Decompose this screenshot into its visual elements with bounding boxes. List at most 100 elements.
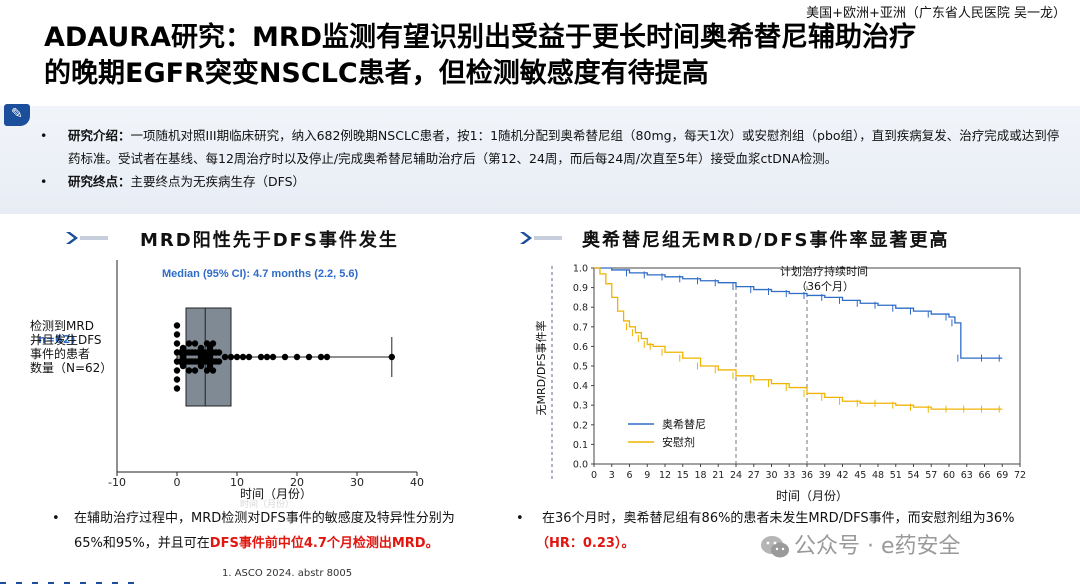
x-tick-label: 30 [765,470,777,481]
x-tick-label: 10 [230,476,244,489]
right-footnote-line2: （HR：0.23）。 [536,536,635,551]
swarm-point [173,376,181,383]
x-tick-label: 40 [410,476,424,489]
swarm-point [173,367,181,374]
ylabel-line-4: 数量（N=62） [30,360,112,375]
swarm-point [179,353,187,361]
swarm-point [206,353,214,361]
brand-logo-icon: ✎ [4,104,30,126]
x-axis-label-ghost: 时间（月份） [240,498,294,510]
y-tick-label: 0.1 [573,440,588,451]
swarm-point [257,353,265,361]
x-tick-label: -10 [108,476,126,489]
swarm-point [293,353,301,361]
left-section-title: MRD阳性先于DFS事件发生 [140,230,399,251]
intro-band [0,106,1080,214]
y-tick-label: 0.6 [573,342,588,353]
header-tag: 美国+欧洲+亚洲（广东省人民医院 吴一龙） [806,6,1066,21]
y-tick-label: 1.0 [573,264,588,275]
x-tick-label: 39 [819,470,831,481]
y-tick-label: 0.0 [573,460,588,471]
intro-bullet-label: 研究终点： [68,174,131,189]
swarm-point [197,362,205,370]
swarm-point [245,353,253,361]
swarm-point [194,358,202,365]
swarm-point [182,358,190,365]
swarm-point [173,322,181,329]
legend-label-placebo: 安慰剂 [662,435,695,449]
bullet-dot-icon: • [516,511,524,526]
legend-label-osimertinib: 奥希替尼 [662,417,706,431]
x-tick-label: 12 [659,470,671,481]
reference-note: 1. ASCO 2024. abstr 8005 [222,568,353,579]
watermark: 公众号 · e药安全 [760,528,961,560]
y-tick-label: 0.4 [573,381,588,392]
x-tick-label: 36 [801,470,813,481]
swarm-points [173,322,395,392]
section-chevron-icon [520,232,562,244]
footer-dashes [0,582,140,584]
right-footnote: • 在36个月时，奥希替尼组有86%的患者未发生MRD/DFS事件，而安慰剂组为3… [516,506,1056,556]
x-tick-label: 6 [626,470,632,481]
page-title-line2: 的晚期EGFR突变NSCLC患者，但检测敏感度有待提高 [44,58,709,89]
swarm-point [269,353,277,361]
swarm-point [239,353,247,361]
intro-bullet-text: 一项随机对照III期临床研究，纳入682例晚期NSCLC患者，按1：1随机分配到… [68,128,1060,166]
x-tick-label: 63 [961,470,973,481]
intro-bullet-study: • 研究介绍：一项随机对照III期临床研究，纳入682例晚期NSCLC患者，按1… [40,124,1060,170]
swarm-point [173,385,181,392]
swarm-point [206,344,214,352]
swarm-point [179,362,187,370]
swarm-point [173,331,181,338]
swarm-point [209,340,217,347]
left-footnote-line1: 在辅助治疗过程中，MRD检测对DFS事件的敏感度及特异性分别为 [74,511,455,526]
swarm-point [281,353,289,361]
intro-bullet-endpoint: • 研究终点：主要终点为无疾病生存（DFS） [40,170,1060,193]
ylabel-line-1: 检测到MRD [30,318,94,333]
km-survival-chart: 无MRD/DFS事件率 0.0 0.1 0.2 0.3 0.4 0.5 0.6 0.7 0.8 0… [534,264,1026,504]
intro-bullets: • 研究介绍：一项随机对照III期临床研究，纳入682例晚期NSCLC患者，按1… [40,124,1060,193]
right-section-title: 奥希替尼组无MRD/DFS事件率显著更高 [582,230,950,251]
wechat-icon [761,536,789,558]
ylabel-line-3: 事件的患者 [30,346,90,361]
x-tick-label: 18 [694,470,706,481]
swarm-point [202,353,209,361]
x-axis-label: 时间（月份） [776,489,848,503]
swarm-point [191,367,199,374]
swarm-point [188,358,196,365]
x-tick-label: 72 [1014,470,1026,481]
x-tick-label: 20 [290,476,304,489]
left-footnote: • 在辅助治疗过程中，MRD检测对DFS事件的敏感度及特异性分别为 65%和95%… [52,506,492,556]
mrd-lead-time-chart: Median (95% CI): 4.7 months (2.2, 5.6) -… [30,260,424,510]
left-footnote-line2a: 65%和95%，并且可在 [74,536,210,551]
bullet-dot-icon: • [52,511,60,526]
x-tick-label: 69 [996,470,1008,481]
swarm-point [212,349,220,356]
bullet-dot-icon: • [40,174,48,189]
swarm-point [203,367,211,374]
km-curve-osimertinib [594,267,1003,359]
x-tick-label: 24 [730,470,742,481]
swarm-point [194,349,202,356]
x-tick-label: 60 [943,470,955,481]
x-tick-label: 27 [748,470,760,481]
x-axis-label: 时间（月份） [240,487,312,501]
x-tick-label: 54 [907,470,919,481]
swarm-point [227,353,235,361]
swarm-point [388,353,395,361]
chart-annotation: Median (95% CI): 4.7 months (2.2, 5.6) [162,268,359,280]
ylabel-line-2: 并且发生DFS [30,332,102,347]
y-tick-label: 0.7 [573,322,588,333]
y-tick-label: 0.3 [573,401,588,412]
annotation-line-1: 计划治疗持续时间 [780,264,868,278]
x-tick-label: 48 [872,470,884,481]
annotation-line-2: （36个月） [796,280,854,293]
watermark-text: 公众号 · e药安全 [794,534,961,559]
ylabel-ghost: n=62) [38,333,75,346]
y-tick-label: 0.8 [573,303,588,314]
x-tick-label: 21 [712,470,724,481]
swarm-point [317,353,325,361]
y-tick-label: 0.2 [573,420,588,431]
swarm-point [197,344,205,352]
x-tick-label: 42 [836,470,848,481]
